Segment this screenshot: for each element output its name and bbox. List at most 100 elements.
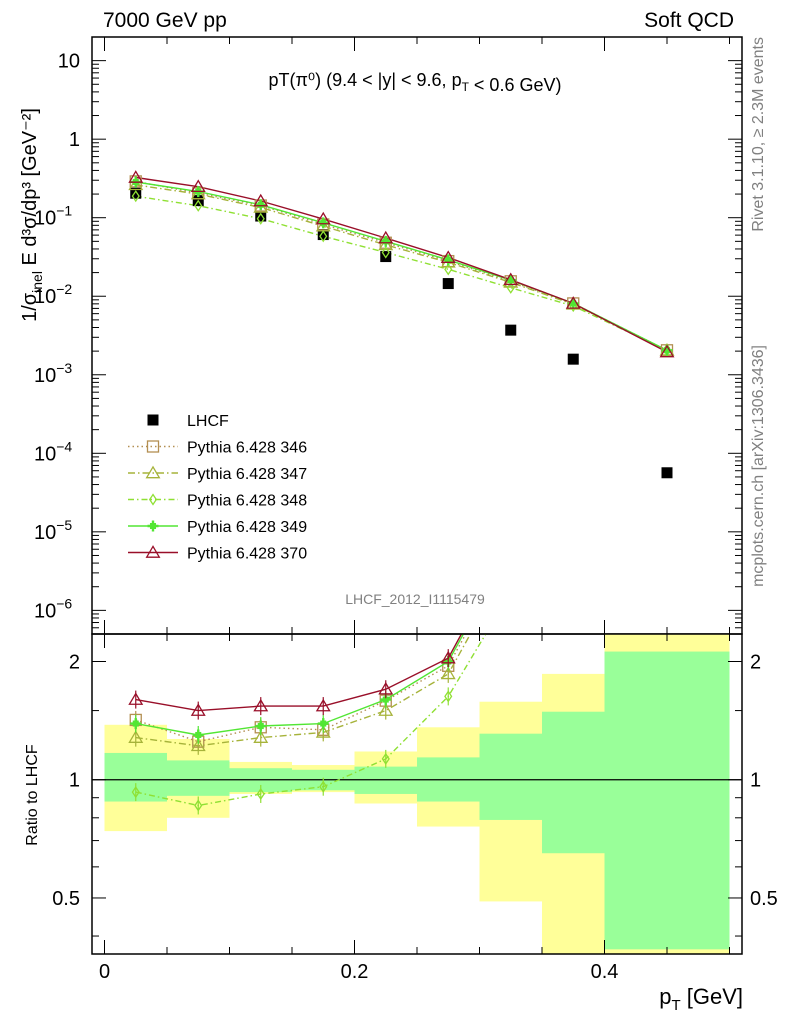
uncertainty-band-green [167,760,230,796]
data-point [378,230,394,244]
data-point [190,186,206,200]
uncertainty-band-green [604,651,730,950]
legend-label: Pythia 6.428 349 [187,519,307,536]
ratio-point [190,738,206,752]
data-point [565,296,581,309]
analysis-id: LHCF_2012_I1115479 [345,591,485,607]
legend-marker [147,520,159,532]
legend-label: Pythia 6.428 347 [187,466,307,483]
legend-marker [145,465,161,479]
ratio-y-tick-label-right: 0.5 [750,888,778,910]
data-point [317,217,329,229]
ratio-point [440,666,456,680]
data-point [128,170,144,183]
main-ylabel: 1/σinel E d³σ/dp³ [GeV⁻²] [19,108,45,322]
ratio-line [135,634,472,747]
ratio-ylabel: Ratio to LHCF [24,744,41,846]
data-point [130,187,142,199]
legend-marker [148,493,158,506]
x-axis-label: pT [GeV] [659,984,743,1014]
ratio-plot: 0.5 0.5 1 1 2 2 0 0.2 0.4 Ratio to LHCF pT [GeV] [24,633,778,1014]
data-point [505,324,517,336]
series-line [135,176,668,353]
legend-entry: LHCF [147,413,229,430]
ratio-point [130,718,142,730]
legend-label: LHCF [187,413,229,430]
ratio-point [128,692,144,705]
main-frame [91,36,743,635]
rivet-label: Rivet 3.1.10, ≥ 2.3M events [750,37,767,232]
ratio-point [192,729,204,741]
ratio-y-tick-label: 1 [69,770,80,792]
ratio-point [315,725,331,738]
legend-marker [145,545,161,558]
data-point [378,237,394,251]
ratio-point [256,787,265,801]
data-point [256,212,265,225]
data-point [506,281,515,294]
series-line [135,180,668,351]
ratio-point [378,681,394,695]
data-point [194,199,203,212]
data-point [253,200,269,213]
x-tick-label: 0.2 [341,961,369,983]
ratio-point [128,730,144,743]
ratio-y-tick-label-right: 2 [750,652,761,674]
data-point [567,353,579,365]
y-tick-label: 10 [58,51,80,73]
y-tick-label: 1 [69,129,80,151]
x-tick-label: 0 [99,961,110,983]
header-left: 7000 GeV pp [103,9,227,32]
legend-entry: Pythia 6.428 346 [128,440,307,457]
ratio-point [440,650,456,664]
data-point [253,193,269,207]
ratio-point [253,698,269,712]
legend-marker [147,414,159,426]
uncertainty-band-green [479,733,542,820]
header-right: Soft QCD [644,9,734,32]
legend-marker [146,440,160,453]
uncertainty-band-green [542,711,605,854]
data-point [190,179,206,193]
series-line [135,184,668,351]
data-point [131,190,140,203]
legend-entry: Pythia 6.428 370 [128,545,307,563]
legend-label: Pythia 6.428 346 [187,440,307,457]
ratio-point [194,799,203,812]
main-title: pT(π⁰) (9.4 < |y| < 9.6, pT < 0.6 GeV) [269,70,562,95]
ratio-point [315,698,331,712]
data-point [317,229,329,241]
data-point [661,467,673,479]
legend-entry: Pythia 6.428 349 [128,519,307,536]
ratio-point [444,690,453,703]
mcplots-label: mcplots.cern.ch [arXiv:1306.3436] [750,345,767,587]
y-tick-label: 10−3 [34,360,72,387]
main-plot: 10−6 10−5 10−4 10−3 10−2 10−1 1 10 LHCF Pythia 6… [19,36,743,635]
y-tick-label: 10−4 [34,438,72,465]
x-tick-label: 0.4 [591,961,619,983]
legend: LHCF Pythia 6.428 346 Pythia 6.428 347 Pyth… [128,413,307,563]
data-point [381,246,390,259]
data-point [442,254,454,266]
data-point [380,235,392,247]
data-point [255,210,267,222]
series-line [135,181,668,351]
ratio-y-tick-label-right: 1 [750,770,761,792]
ratio-y-tick-label: 2 [69,652,80,674]
data-point [659,344,675,358]
data-point [315,211,331,225]
ratio-point [131,785,140,799]
y-tick-label: 10−6 [34,595,72,622]
y-tick-label: 10−5 [34,517,72,544]
data-point [255,199,267,211]
data-point [128,177,144,191]
data-point [442,278,454,290]
data-point [444,263,453,276]
y-tick-label: 10−2 [34,281,72,308]
y-tick-label: 10−1 [34,203,72,230]
ratio-point [381,752,390,766]
data-point [503,275,519,288]
legend-label: Pythia 6.428 348 [187,493,307,510]
ratio-point [253,730,269,743]
legend-entry: Pythia 6.428 347 [128,465,307,483]
